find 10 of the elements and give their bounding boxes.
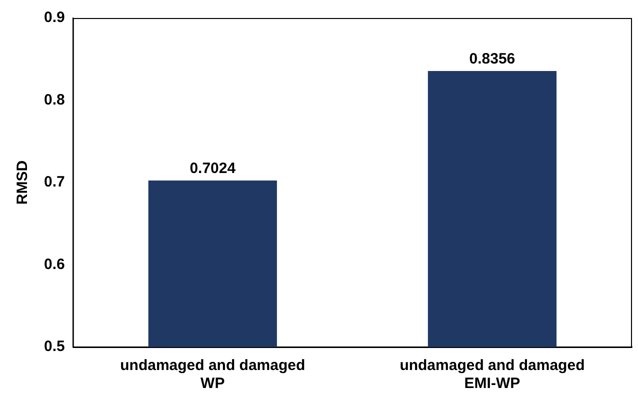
y-tick-label: 0.9	[44, 9, 65, 26]
x-tick-label: undamaged and damaged WP	[120, 357, 306, 392]
y-axis-title: RMSD	[14, 160, 32, 205]
y-tick-label: 0.8	[44, 91, 65, 108]
y-tick-label: 0.5	[44, 338, 65, 356]
data-label: 0.7024	[190, 160, 236, 178]
data-label: 0.8356	[469, 50, 516, 68]
y-tick-label: 0.7	[44, 174, 65, 191]
y-tick-label: 0.6	[44, 256, 65, 273]
x-tick-label: undamaged and damaged EMI-WP	[400, 357, 585, 392]
